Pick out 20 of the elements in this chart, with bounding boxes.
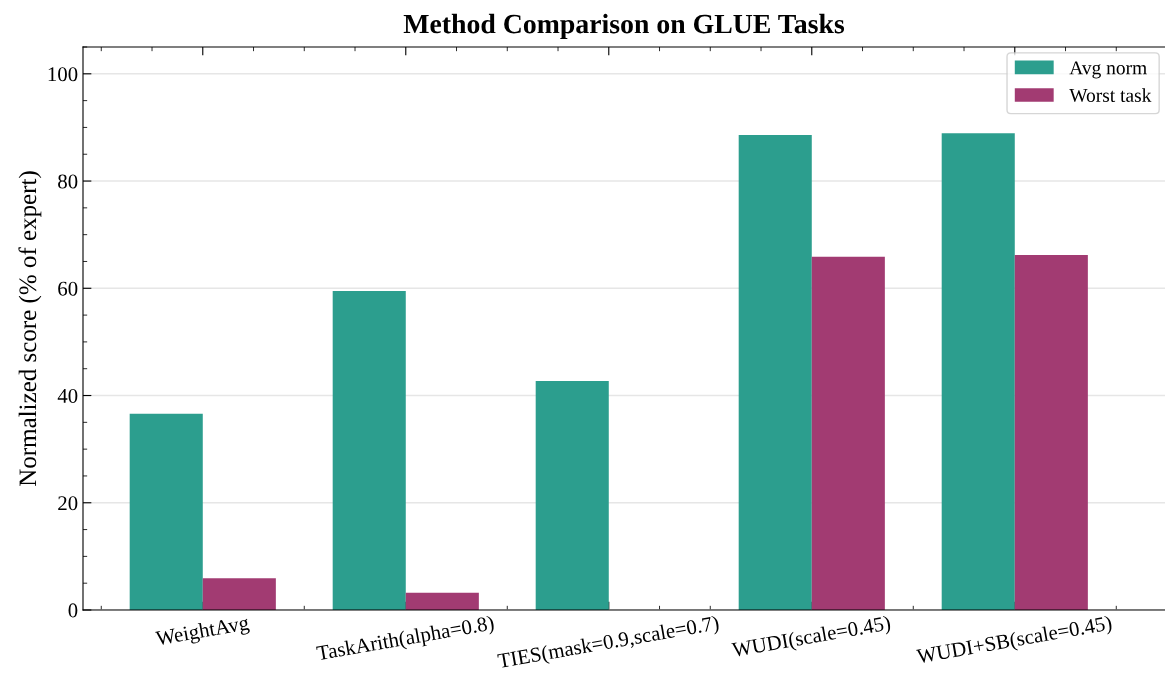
bar <box>1014 255 1088 610</box>
y-tick-label: 60 <box>58 281 78 296</box>
bar <box>332 290 406 610</box>
y-tick-label: 0 <box>68 603 78 618</box>
y-tick-label: 80 <box>58 174 78 189</box>
legend-label: Worst task <box>1069 88 1152 103</box>
bar <box>535 381 609 610</box>
x-tick-label: WeightAvg <box>154 614 251 650</box>
bar <box>738 134 812 610</box>
y-axis-title: Normalized score (% of expert) <box>18 171 42 487</box>
chart-title: Method Comparison on GLUE Tasks <box>403 13 845 40</box>
bar <box>405 592 479 610</box>
y-tick-label: 100 <box>48 67 78 82</box>
bar <box>129 413 203 610</box>
bar <box>202 578 276 610</box>
legend-label: Avg norm <box>1069 61 1147 79</box>
bar <box>811 256 885 610</box>
y-tick-label: 40 <box>57 388 78 403</box>
y-tick-label: 20 <box>58 496 78 511</box>
bar <box>941 133 1015 610</box>
